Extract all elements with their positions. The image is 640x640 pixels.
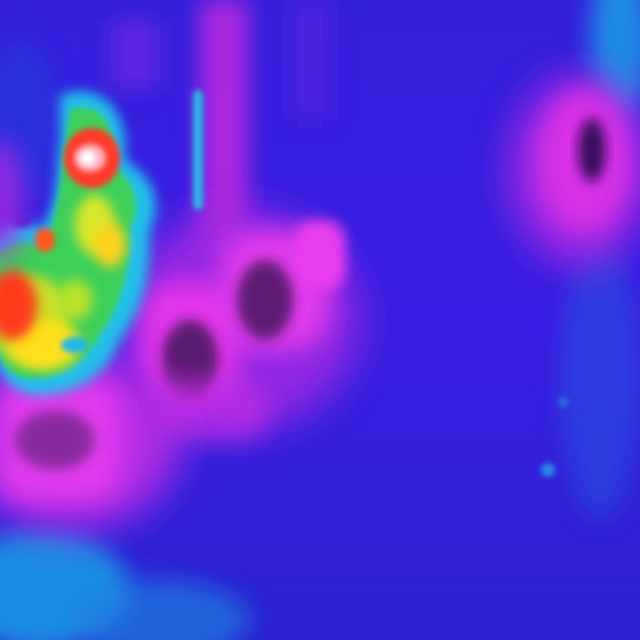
right-warm-object xyxy=(510,75,640,265)
left-edge-warm xyxy=(0,140,25,260)
cyan-streak xyxy=(193,90,568,477)
containers-group xyxy=(120,210,360,440)
lower-left-warm-base xyxy=(0,350,180,530)
hot-figure xyxy=(0,91,156,395)
